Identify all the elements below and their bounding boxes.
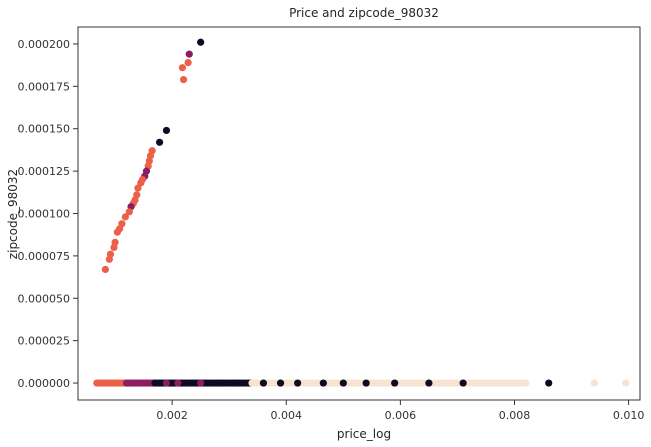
y-axis-ticks: 0.000000 0.000025 0.000050 0.000075 0.000100… <box>18 38 78 390</box>
data-point <box>121 213 129 221</box>
data-point <box>101 265 109 274</box>
data-point <box>179 75 188 84</box>
data-point <box>110 243 118 252</box>
data-point <box>105 255 113 263</box>
data-point-baseline <box>162 379 171 387</box>
data-point-baseline <box>339 379 347 387</box>
data-point-baseline <box>622 379 630 387</box>
data-point-baseline <box>391 379 399 387</box>
data-point-baseline <box>259 379 268 387</box>
data-point-baseline <box>425 379 433 387</box>
y-axis-title: zipcode_98032 <box>6 169 20 259</box>
data-point <box>113 228 121 236</box>
data-point <box>178 64 187 72</box>
data-point-baseline <box>522 379 530 387</box>
plot-marks <box>93 38 630 387</box>
data-point-baseline <box>590 379 598 387</box>
data-point <box>197 38 205 46</box>
y-tick-label: 0.000025 <box>18 335 71 348</box>
data-point-baseline <box>545 379 553 387</box>
y-tick-label: 0.000200 <box>18 38 71 51</box>
data-point-baseline <box>294 379 302 387</box>
y-tick-label: 0.000150 <box>18 123 71 136</box>
y-tick-label: 0.000175 <box>18 80 71 93</box>
y-tick-label: 0.000125 <box>18 165 71 178</box>
plot-frame <box>77 26 641 401</box>
data-point <box>185 50 193 58</box>
chart-title: Price and zipcode_98032 <box>289 6 439 20</box>
x-tick-label: 0.004 <box>271 409 303 422</box>
data-point <box>184 59 192 67</box>
data-point-baseline <box>197 379 205 387</box>
data-point-baseline <box>362 379 370 387</box>
x-axis-ticks: 0.002 0.004 0.006 0.008 0.010 <box>156 400 644 422</box>
data-point <box>134 184 142 192</box>
data-point <box>125 208 133 216</box>
y-tick-label: 0.000100 <box>18 208 71 221</box>
x-axis-title: price_log <box>337 427 391 441</box>
data-point-baseline <box>459 379 467 387</box>
x-tick-label: 0.008 <box>499 409 531 422</box>
y-tick-label: 0.000000 <box>18 377 71 390</box>
data-point-baseline <box>174 379 182 387</box>
y-tick-label: 0.000050 <box>18 292 71 305</box>
y-tick-label: 0.000075 <box>18 250 71 263</box>
x-tick-label: 0.010 <box>613 409 645 422</box>
data-point <box>155 138 164 146</box>
x-tick-label: 0.006 <box>385 409 417 422</box>
data-point <box>162 126 171 135</box>
data-point-baseline <box>319 379 327 387</box>
x-tick-label: 0.002 <box>156 409 188 422</box>
data-point-baseline <box>276 379 285 387</box>
